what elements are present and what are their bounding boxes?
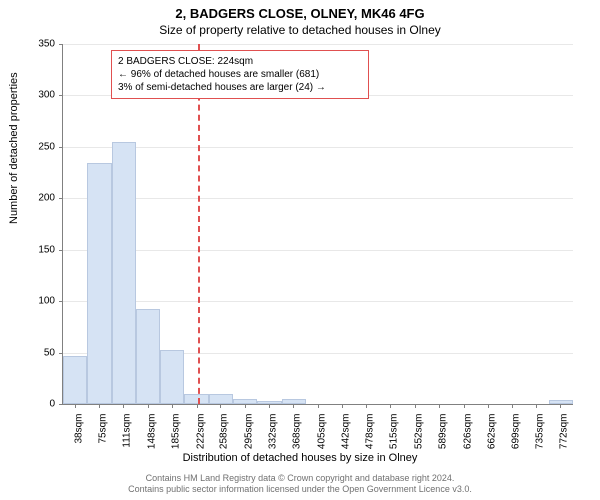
ytick-label: 0 bbox=[25, 399, 55, 410]
histogram-bar bbox=[112, 142, 136, 404]
xtick-mark bbox=[512, 404, 513, 408]
xtick-mark bbox=[197, 404, 198, 408]
xtick-label: 222sqm bbox=[195, 414, 206, 450]
ytick-mark bbox=[59, 44, 63, 45]
xtick-mark bbox=[220, 404, 221, 408]
ytick-label: 150 bbox=[25, 244, 55, 255]
xtick-mark bbox=[123, 404, 124, 408]
histogram-bar bbox=[160, 350, 184, 405]
xtick-label: 772sqm bbox=[559, 414, 570, 450]
xtick-mark bbox=[439, 404, 440, 408]
xtick-mark bbox=[560, 404, 561, 408]
page-title: 2, BADGERS CLOSE, OLNEY, MK46 4FG bbox=[0, 0, 600, 21]
xtick-mark bbox=[293, 404, 294, 408]
xtick-label: 626sqm bbox=[462, 414, 473, 450]
ytick-mark bbox=[59, 147, 63, 148]
xtick-label: 662sqm bbox=[486, 414, 497, 450]
xtick-label: 258sqm bbox=[219, 414, 230, 450]
xtick-mark bbox=[464, 404, 465, 408]
histogram-bar bbox=[209, 394, 233, 404]
xtick-mark bbox=[245, 404, 246, 408]
page-subtitle: Size of property relative to detached ho… bbox=[0, 21, 600, 37]
annotation-line1: 2 BADGERS CLOSE: 224sqm bbox=[118, 55, 362, 68]
histogram-bar bbox=[87, 163, 111, 404]
xtick-mark bbox=[99, 404, 100, 408]
annotation-line3: 3% of semi-detached houses are larger (2… bbox=[118, 81, 362, 94]
xtick-label: 38sqm bbox=[73, 414, 84, 444]
ytick-mark bbox=[59, 404, 63, 405]
xtick-label: 185sqm bbox=[171, 414, 182, 450]
gridline bbox=[63, 44, 573, 45]
xtick-label: 515sqm bbox=[389, 414, 400, 450]
xtick-label: 405sqm bbox=[316, 414, 327, 450]
footer: Contains HM Land Registry data © Crown c… bbox=[0, 473, 600, 496]
ytick-label: 250 bbox=[25, 141, 55, 152]
ytick-label: 300 bbox=[25, 90, 55, 101]
chart-plot-area: 05010015020025030035038sqm75sqm111sqm148… bbox=[62, 44, 573, 405]
xtick-mark bbox=[488, 404, 489, 408]
x-axis-label: Distribution of detached houses by size … bbox=[0, 452, 600, 464]
xtick-mark bbox=[75, 404, 76, 408]
histogram-bar bbox=[136, 309, 160, 404]
xtick-mark bbox=[342, 404, 343, 408]
xtick-label: 552sqm bbox=[413, 414, 424, 450]
ytick-mark bbox=[59, 301, 63, 302]
xtick-label: 368sqm bbox=[292, 414, 303, 450]
xtick-mark bbox=[366, 404, 367, 408]
footer-line2: Contains public sector information licen… bbox=[0, 484, 600, 496]
xtick-label: 295sqm bbox=[243, 414, 254, 450]
xtick-mark bbox=[269, 404, 270, 408]
xtick-label: 699sqm bbox=[511, 414, 522, 450]
ytick-mark bbox=[59, 95, 63, 96]
ytick-label: 50 bbox=[25, 347, 55, 358]
gridline bbox=[63, 147, 573, 148]
footer-line1: Contains HM Land Registry data © Crown c… bbox=[0, 473, 600, 485]
annotation-line2: ← 96% of detached houses are smaller (68… bbox=[118, 68, 362, 81]
xtick-label: 442sqm bbox=[341, 414, 352, 450]
histogram-bar bbox=[63, 356, 87, 404]
ytick-mark bbox=[59, 353, 63, 354]
ytick-label: 350 bbox=[25, 39, 55, 50]
gridline bbox=[63, 198, 573, 199]
ytick-label: 200 bbox=[25, 193, 55, 204]
annotation-box: 2 BADGERS CLOSE: 224sqm ← 96% of detache… bbox=[111, 50, 369, 99]
xtick-label: 75sqm bbox=[98, 414, 109, 444]
xtick-label: 332sqm bbox=[268, 414, 279, 450]
xtick-label: 111sqm bbox=[122, 414, 133, 448]
gridline bbox=[63, 301, 573, 302]
xtick-label: 589sqm bbox=[438, 414, 449, 450]
xtick-label: 148sqm bbox=[146, 414, 157, 450]
xtick-mark bbox=[172, 404, 173, 408]
xtick-mark bbox=[536, 404, 537, 408]
ytick-mark bbox=[59, 250, 63, 251]
ytick-label: 100 bbox=[25, 296, 55, 307]
xtick-mark bbox=[390, 404, 391, 408]
xtick-mark bbox=[148, 404, 149, 408]
xtick-mark bbox=[318, 404, 319, 408]
xtick-label: 735sqm bbox=[534, 414, 545, 450]
xtick-label: 478sqm bbox=[364, 414, 375, 450]
ytick-mark bbox=[59, 198, 63, 199]
xtick-mark bbox=[415, 404, 416, 408]
gridline bbox=[63, 250, 573, 251]
histogram-bar bbox=[184, 394, 208, 404]
y-axis-label: Number of detached properties bbox=[8, 72, 20, 224]
